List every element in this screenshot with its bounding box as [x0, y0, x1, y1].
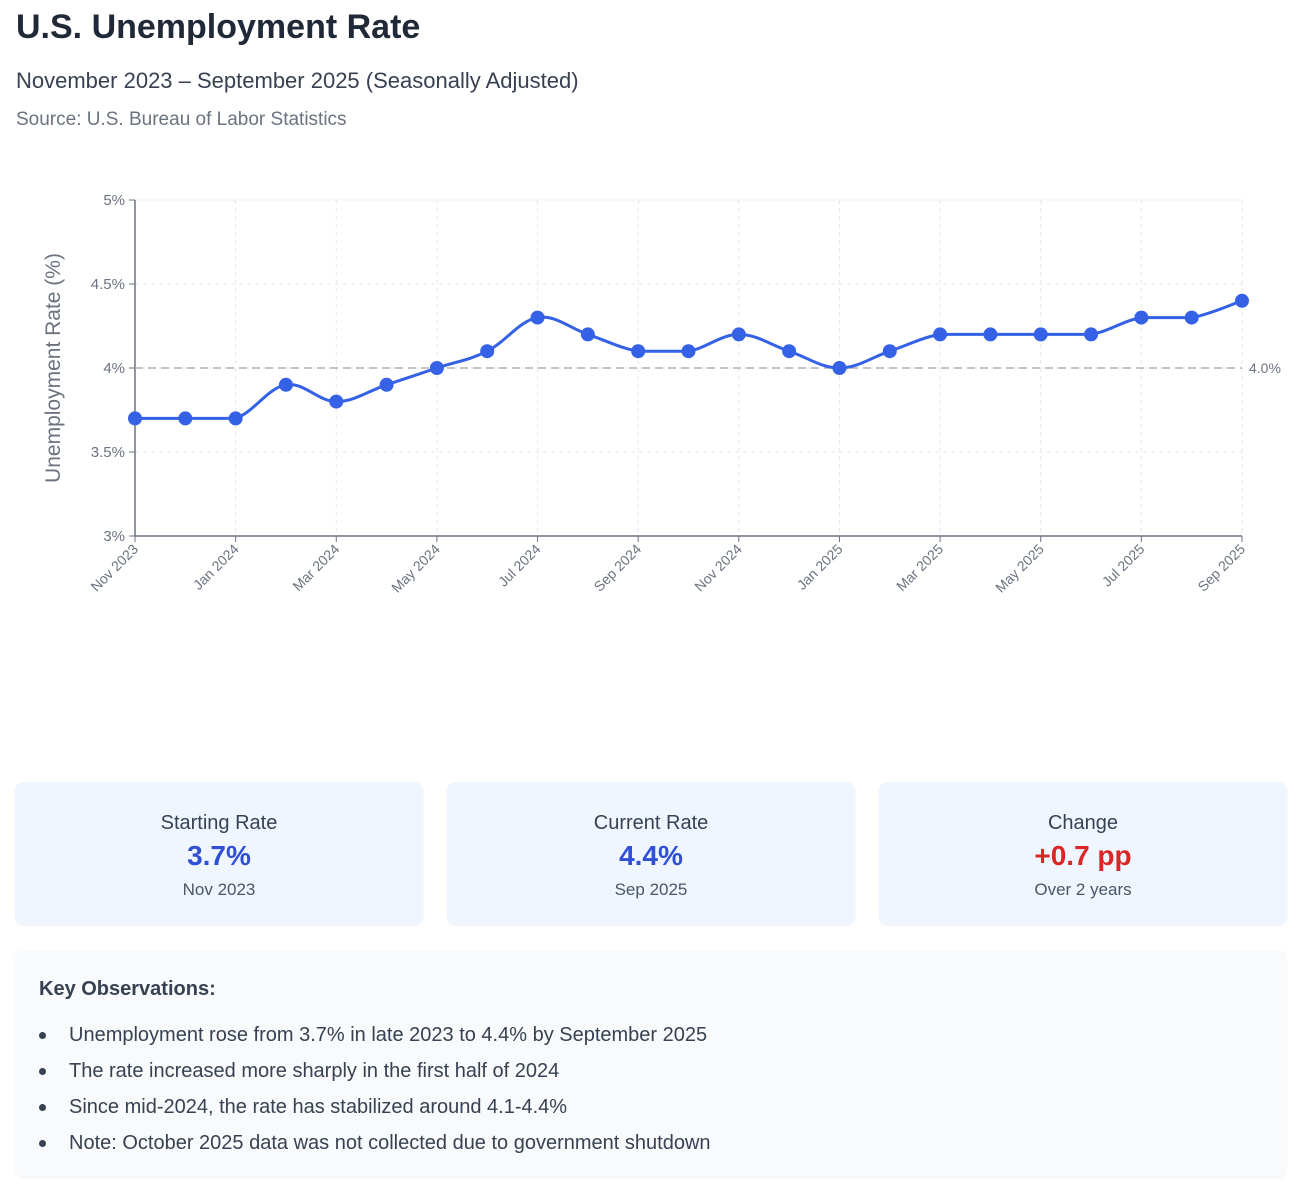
list-item: The rate increased more sharply in the f… [39, 1053, 1263, 1089]
data-point [731, 327, 746, 342]
data-point [530, 310, 545, 325]
y-tick-label: 3.5% [91, 444, 125, 461]
data-point [379, 377, 394, 392]
data-point [983, 327, 998, 342]
list-item: Since mid-2024, the rate has stabilized … [39, 1089, 1263, 1125]
data-point [933, 327, 948, 342]
card-value: 4.4% [619, 840, 683, 871]
observations-list: Unemployment rose from 3.7% in late 2023… [39, 1017, 1263, 1161]
reference-line-label: 4.0% [1249, 360, 1281, 376]
data-point [782, 344, 797, 359]
y-axis-label: Unemployment Rate (%) [42, 253, 65, 483]
x-tick-label: Sep 2024 [591, 541, 645, 595]
data-point [228, 411, 243, 426]
x-tick-label: Jan 2025 [794, 541, 846, 593]
data-point [178, 411, 193, 426]
data-point [1184, 310, 1199, 325]
data-point [278, 377, 293, 392]
data-point [681, 344, 696, 359]
card-label: Current Rate [593, 812, 709, 834]
x-tick-label: Mar 2024 [289, 541, 342, 594]
data-point [882, 344, 897, 359]
starting-rate-card: Starting Rate 3.7% Nov 2023 [15, 782, 423, 925]
list-item: Note: October 2025 data was not collecte… [39, 1125, 1263, 1161]
summary-cards: Starting Rate 3.7% Nov 2023 Current Rate… [15, 782, 1287, 925]
card-sub: Over 2 years [1034, 880, 1132, 899]
y-tick-label: 3% [103, 528, 125, 545]
y-tick-label: 5% [103, 192, 125, 209]
data-point [631, 344, 646, 359]
x-tick-label: Nov 2023 [87, 541, 141, 595]
card-label: Starting Rate [160, 812, 278, 834]
card-sub: Nov 2023 [182, 880, 256, 899]
data-point [1033, 327, 1048, 342]
observations-title: Key Observations: [39, 978, 216, 1000]
x-tick-label: Jul 2024 [495, 541, 544, 590]
card-label: Change [1047, 812, 1119, 834]
x-tick-label: Jul 2025 [1099, 541, 1148, 590]
data-point [480, 344, 495, 359]
data-point [1235, 293, 1249, 308]
key-observations-panel: Key Observations: Unemployment rose from… [15, 950, 1287, 1177]
data-point [429, 361, 444, 375]
x-tick-label: Jan 2024 [190, 541, 242, 593]
card-value: 3.7% [187, 840, 251, 871]
unemployment-line-chart: 3% 3.5% 4% 4.5% 5% Nov 2023 Jan 2024 Mar 2024 Ma… [42, 192, 1281, 596]
data-point [128, 411, 142, 426]
y-tick-label: 4.5% [91, 276, 125, 293]
x-tick-label: Mar 2025 [893, 541, 946, 594]
page-subtitle: November 2023 – September 2025 (Seasonal… [16, 68, 579, 93]
y-tick-label: 4% [103, 360, 125, 377]
change-card: Change +0.7 pp Over 2 years [879, 782, 1287, 925]
data-point [1134, 310, 1149, 325]
x-tick-label: May 2024 [388, 541, 443, 596]
source-note: Source: U.S. Bureau of Labor Statistics [16, 109, 347, 130]
series-line [135, 299, 1243, 420]
card-value: +0.7 pp [1034, 840, 1132, 871]
current-rate-card: Current Rate 4.4% Sep 2025 [447, 782, 855, 925]
data-point [1084, 327, 1099, 342]
x-tick-label: Nov 2024 [691, 541, 745, 595]
data-point [329, 394, 344, 409]
list-item: Unemployment rose from 3.7% in late 2023… [39, 1017, 1263, 1053]
data-point [580, 327, 595, 342]
x-tick-label: Sep 2025 [1194, 541, 1248, 595]
card-sub: Sep 2025 [614, 880, 688, 899]
page-title: U.S. Unemployment Rate [16, 8, 421, 46]
x-tick-label: May 2025 [992, 541, 1047, 596]
data-point [832, 361, 847, 375]
